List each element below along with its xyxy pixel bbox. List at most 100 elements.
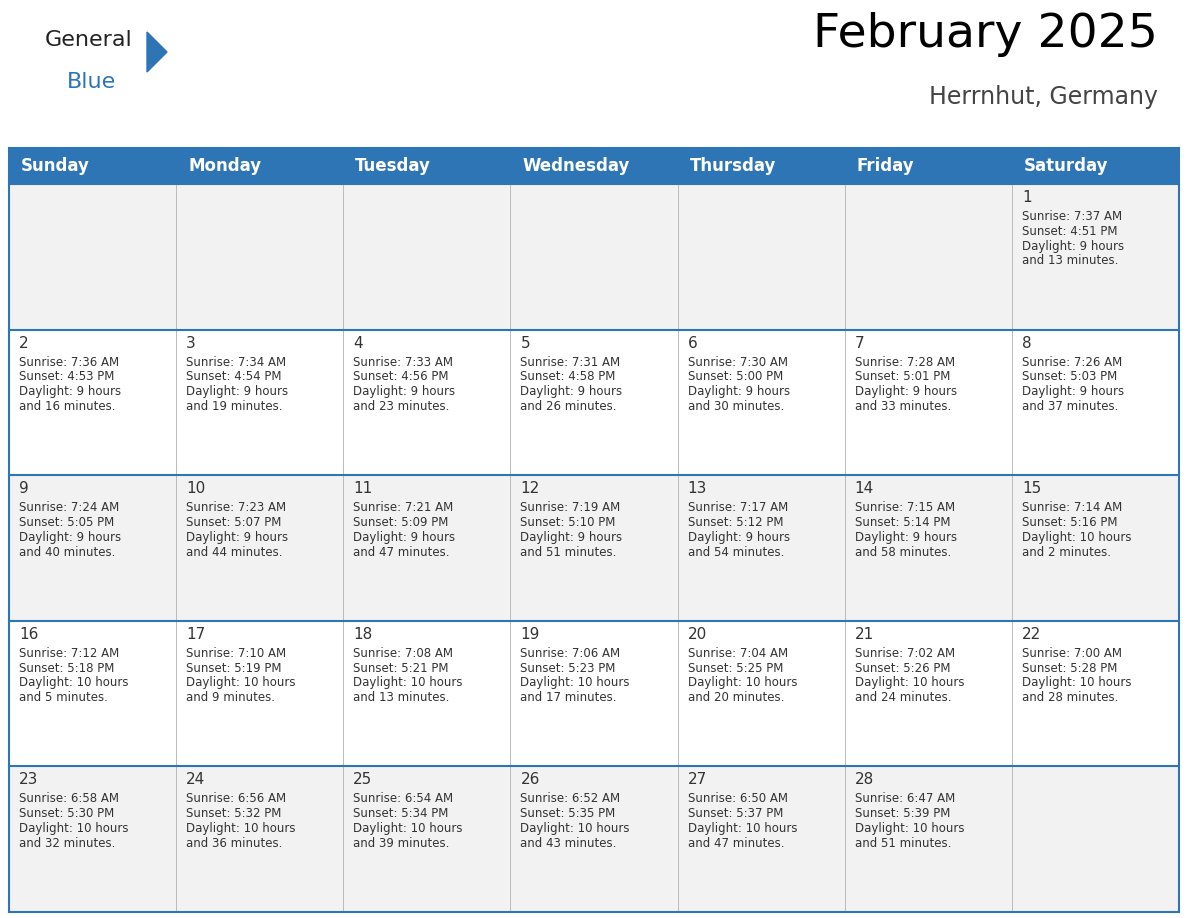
Text: Friday: Friday	[857, 157, 915, 175]
Text: 26: 26	[520, 772, 539, 788]
Text: 17: 17	[187, 627, 206, 642]
Text: Sunrise: 7:21 AM: Sunrise: 7:21 AM	[353, 501, 454, 514]
Text: 27: 27	[688, 772, 707, 788]
Text: and 5 minutes.: and 5 minutes.	[19, 691, 108, 704]
Text: and 47 minutes.: and 47 minutes.	[353, 545, 450, 558]
Text: Sunrise: 7:02 AM: Sunrise: 7:02 AM	[854, 647, 955, 660]
Text: and 9 minutes.: and 9 minutes.	[187, 691, 276, 704]
Text: and 37 minutes.: and 37 minutes.	[1022, 400, 1118, 413]
Text: Daylight: 10 hours: Daylight: 10 hours	[854, 677, 965, 689]
Text: Sunset: 4:58 PM: Sunset: 4:58 PM	[520, 370, 615, 384]
Text: Sunset: 5:00 PM: Sunset: 5:00 PM	[688, 370, 783, 384]
Text: Saturday: Saturday	[1024, 157, 1108, 175]
Text: 6: 6	[688, 336, 697, 351]
Text: Sunset: 5:21 PM: Sunset: 5:21 PM	[353, 662, 449, 675]
Text: Daylight: 10 hours: Daylight: 10 hours	[1022, 531, 1131, 543]
Text: Sunrise: 7:10 AM: Sunrise: 7:10 AM	[187, 647, 286, 660]
Text: Daylight: 9 hours: Daylight: 9 hours	[187, 531, 289, 543]
Bar	[10, 184, 1178, 330]
Text: Sunset: 5:26 PM: Sunset: 5:26 PM	[854, 662, 950, 675]
Text: Sunset: 5:25 PM: Sunset: 5:25 PM	[688, 662, 783, 675]
Text: Daylight: 10 hours: Daylight: 10 hours	[1022, 677, 1131, 689]
Text: and 26 minutes.: and 26 minutes.	[520, 400, 617, 413]
Text: and 28 minutes.: and 28 minutes.	[1022, 691, 1118, 704]
Text: Sunset: 5:14 PM: Sunset: 5:14 PM	[854, 516, 950, 529]
Text: 11: 11	[353, 481, 373, 497]
Text: 22: 22	[1022, 627, 1041, 642]
Text: and 24 minutes.: and 24 minutes.	[854, 691, 952, 704]
Text: General: General	[45, 30, 133, 50]
Text: Sunrise: 7:08 AM: Sunrise: 7:08 AM	[353, 647, 454, 660]
Text: Sunrise: 7:12 AM: Sunrise: 7:12 AM	[19, 647, 119, 660]
Text: Tuesday: Tuesday	[355, 157, 431, 175]
Text: 14: 14	[854, 481, 874, 497]
Text: and 19 minutes.: and 19 minutes.	[187, 400, 283, 413]
Text: Daylight: 9 hours: Daylight: 9 hours	[19, 531, 121, 543]
Text: Sunset: 4:56 PM: Sunset: 4:56 PM	[353, 370, 449, 384]
Text: and 44 minutes.: and 44 minutes.	[187, 545, 283, 558]
Text: Sunrise: 6:54 AM: Sunrise: 6:54 AM	[353, 792, 454, 805]
Text: Sunset: 5:34 PM: Sunset: 5:34 PM	[353, 807, 449, 820]
Text: Sunset: 5:37 PM: Sunset: 5:37 PM	[688, 807, 783, 820]
Text: Sunset: 5:23 PM: Sunset: 5:23 PM	[520, 662, 615, 675]
Text: Sunset: 4:54 PM: Sunset: 4:54 PM	[187, 370, 282, 384]
Text: Sunset: 5:10 PM: Sunset: 5:10 PM	[520, 516, 615, 529]
Text: Daylight: 10 hours: Daylight: 10 hours	[353, 677, 463, 689]
Text: and 32 minutes.: and 32 minutes.	[19, 837, 115, 850]
Text: and 33 minutes.: and 33 minutes.	[854, 400, 950, 413]
Text: and 40 minutes.: and 40 minutes.	[19, 545, 115, 558]
Text: and 2 minutes.: and 2 minutes.	[1022, 545, 1111, 558]
Text: Daylight: 9 hours: Daylight: 9 hours	[520, 531, 623, 543]
Text: 21: 21	[854, 627, 874, 642]
Text: Daylight: 9 hours: Daylight: 9 hours	[19, 386, 121, 398]
Text: 18: 18	[353, 627, 373, 642]
Text: Daylight: 10 hours: Daylight: 10 hours	[520, 822, 630, 835]
Text: Sunset: 5:01 PM: Sunset: 5:01 PM	[854, 370, 950, 384]
Text: and 20 minutes.: and 20 minutes.	[688, 691, 784, 704]
Bar	[10, 621, 1178, 767]
Text: Daylight: 10 hours: Daylight: 10 hours	[688, 677, 797, 689]
Text: Daylight: 9 hours: Daylight: 9 hours	[688, 531, 790, 543]
Text: Daylight: 10 hours: Daylight: 10 hours	[520, 677, 630, 689]
Text: 15: 15	[1022, 481, 1041, 497]
Text: Daylight: 10 hours: Daylight: 10 hours	[688, 822, 797, 835]
Text: Sunrise: 7:15 AM: Sunrise: 7:15 AM	[854, 501, 955, 514]
Text: 24: 24	[187, 772, 206, 788]
Text: and 23 minutes.: and 23 minutes.	[353, 400, 450, 413]
Text: Sunset: 5:07 PM: Sunset: 5:07 PM	[187, 516, 282, 529]
Text: 13: 13	[688, 481, 707, 497]
Bar	[10, 476, 1178, 621]
Text: 2: 2	[19, 336, 29, 351]
Text: Daylight: 9 hours: Daylight: 9 hours	[1022, 386, 1124, 398]
Text: 19: 19	[520, 627, 539, 642]
Text: Monday: Monday	[188, 157, 261, 175]
Text: Thursday: Thursday	[689, 157, 776, 175]
Text: and 51 minutes.: and 51 minutes.	[520, 545, 617, 558]
Text: Sunrise: 6:56 AM: Sunrise: 6:56 AM	[187, 792, 286, 805]
Text: Sunrise: 7:26 AM: Sunrise: 7:26 AM	[1022, 355, 1123, 369]
Text: Sunset: 5:35 PM: Sunset: 5:35 PM	[520, 807, 615, 820]
Text: and 39 minutes.: and 39 minutes.	[353, 837, 450, 850]
Text: Sunset: 5:05 PM: Sunset: 5:05 PM	[19, 516, 114, 529]
Text: Sunset: 5:18 PM: Sunset: 5:18 PM	[19, 662, 114, 675]
Text: Sunrise: 7:17 AM: Sunrise: 7:17 AM	[688, 501, 788, 514]
Text: Daylight: 9 hours: Daylight: 9 hours	[854, 531, 956, 543]
Text: February 2025: February 2025	[813, 12, 1158, 57]
Polygon shape	[147, 32, 168, 72]
Text: Sunrise: 6:52 AM: Sunrise: 6:52 AM	[520, 792, 620, 805]
Text: and 58 minutes.: and 58 minutes.	[854, 545, 950, 558]
Text: and 13 minutes.: and 13 minutes.	[353, 691, 450, 704]
Text: Sunrise: 6:50 AM: Sunrise: 6:50 AM	[688, 792, 788, 805]
Text: 7: 7	[854, 336, 865, 351]
Text: 16: 16	[19, 627, 38, 642]
Text: Sunday: Sunday	[21, 157, 90, 175]
Text: 9: 9	[19, 481, 29, 497]
Text: and 30 minutes.: and 30 minutes.	[688, 400, 784, 413]
Text: Sunset: 5:30 PM: Sunset: 5:30 PM	[19, 807, 114, 820]
Text: Sunrise: 7:00 AM: Sunrise: 7:00 AM	[1022, 647, 1121, 660]
Text: Daylight: 10 hours: Daylight: 10 hours	[854, 822, 965, 835]
Text: Sunrise: 7:30 AM: Sunrise: 7:30 AM	[688, 355, 788, 369]
Text: Daylight: 9 hours: Daylight: 9 hours	[353, 386, 455, 398]
Text: Sunrise: 7:06 AM: Sunrise: 7:06 AM	[520, 647, 620, 660]
Text: Sunset: 5:39 PM: Sunset: 5:39 PM	[854, 807, 950, 820]
